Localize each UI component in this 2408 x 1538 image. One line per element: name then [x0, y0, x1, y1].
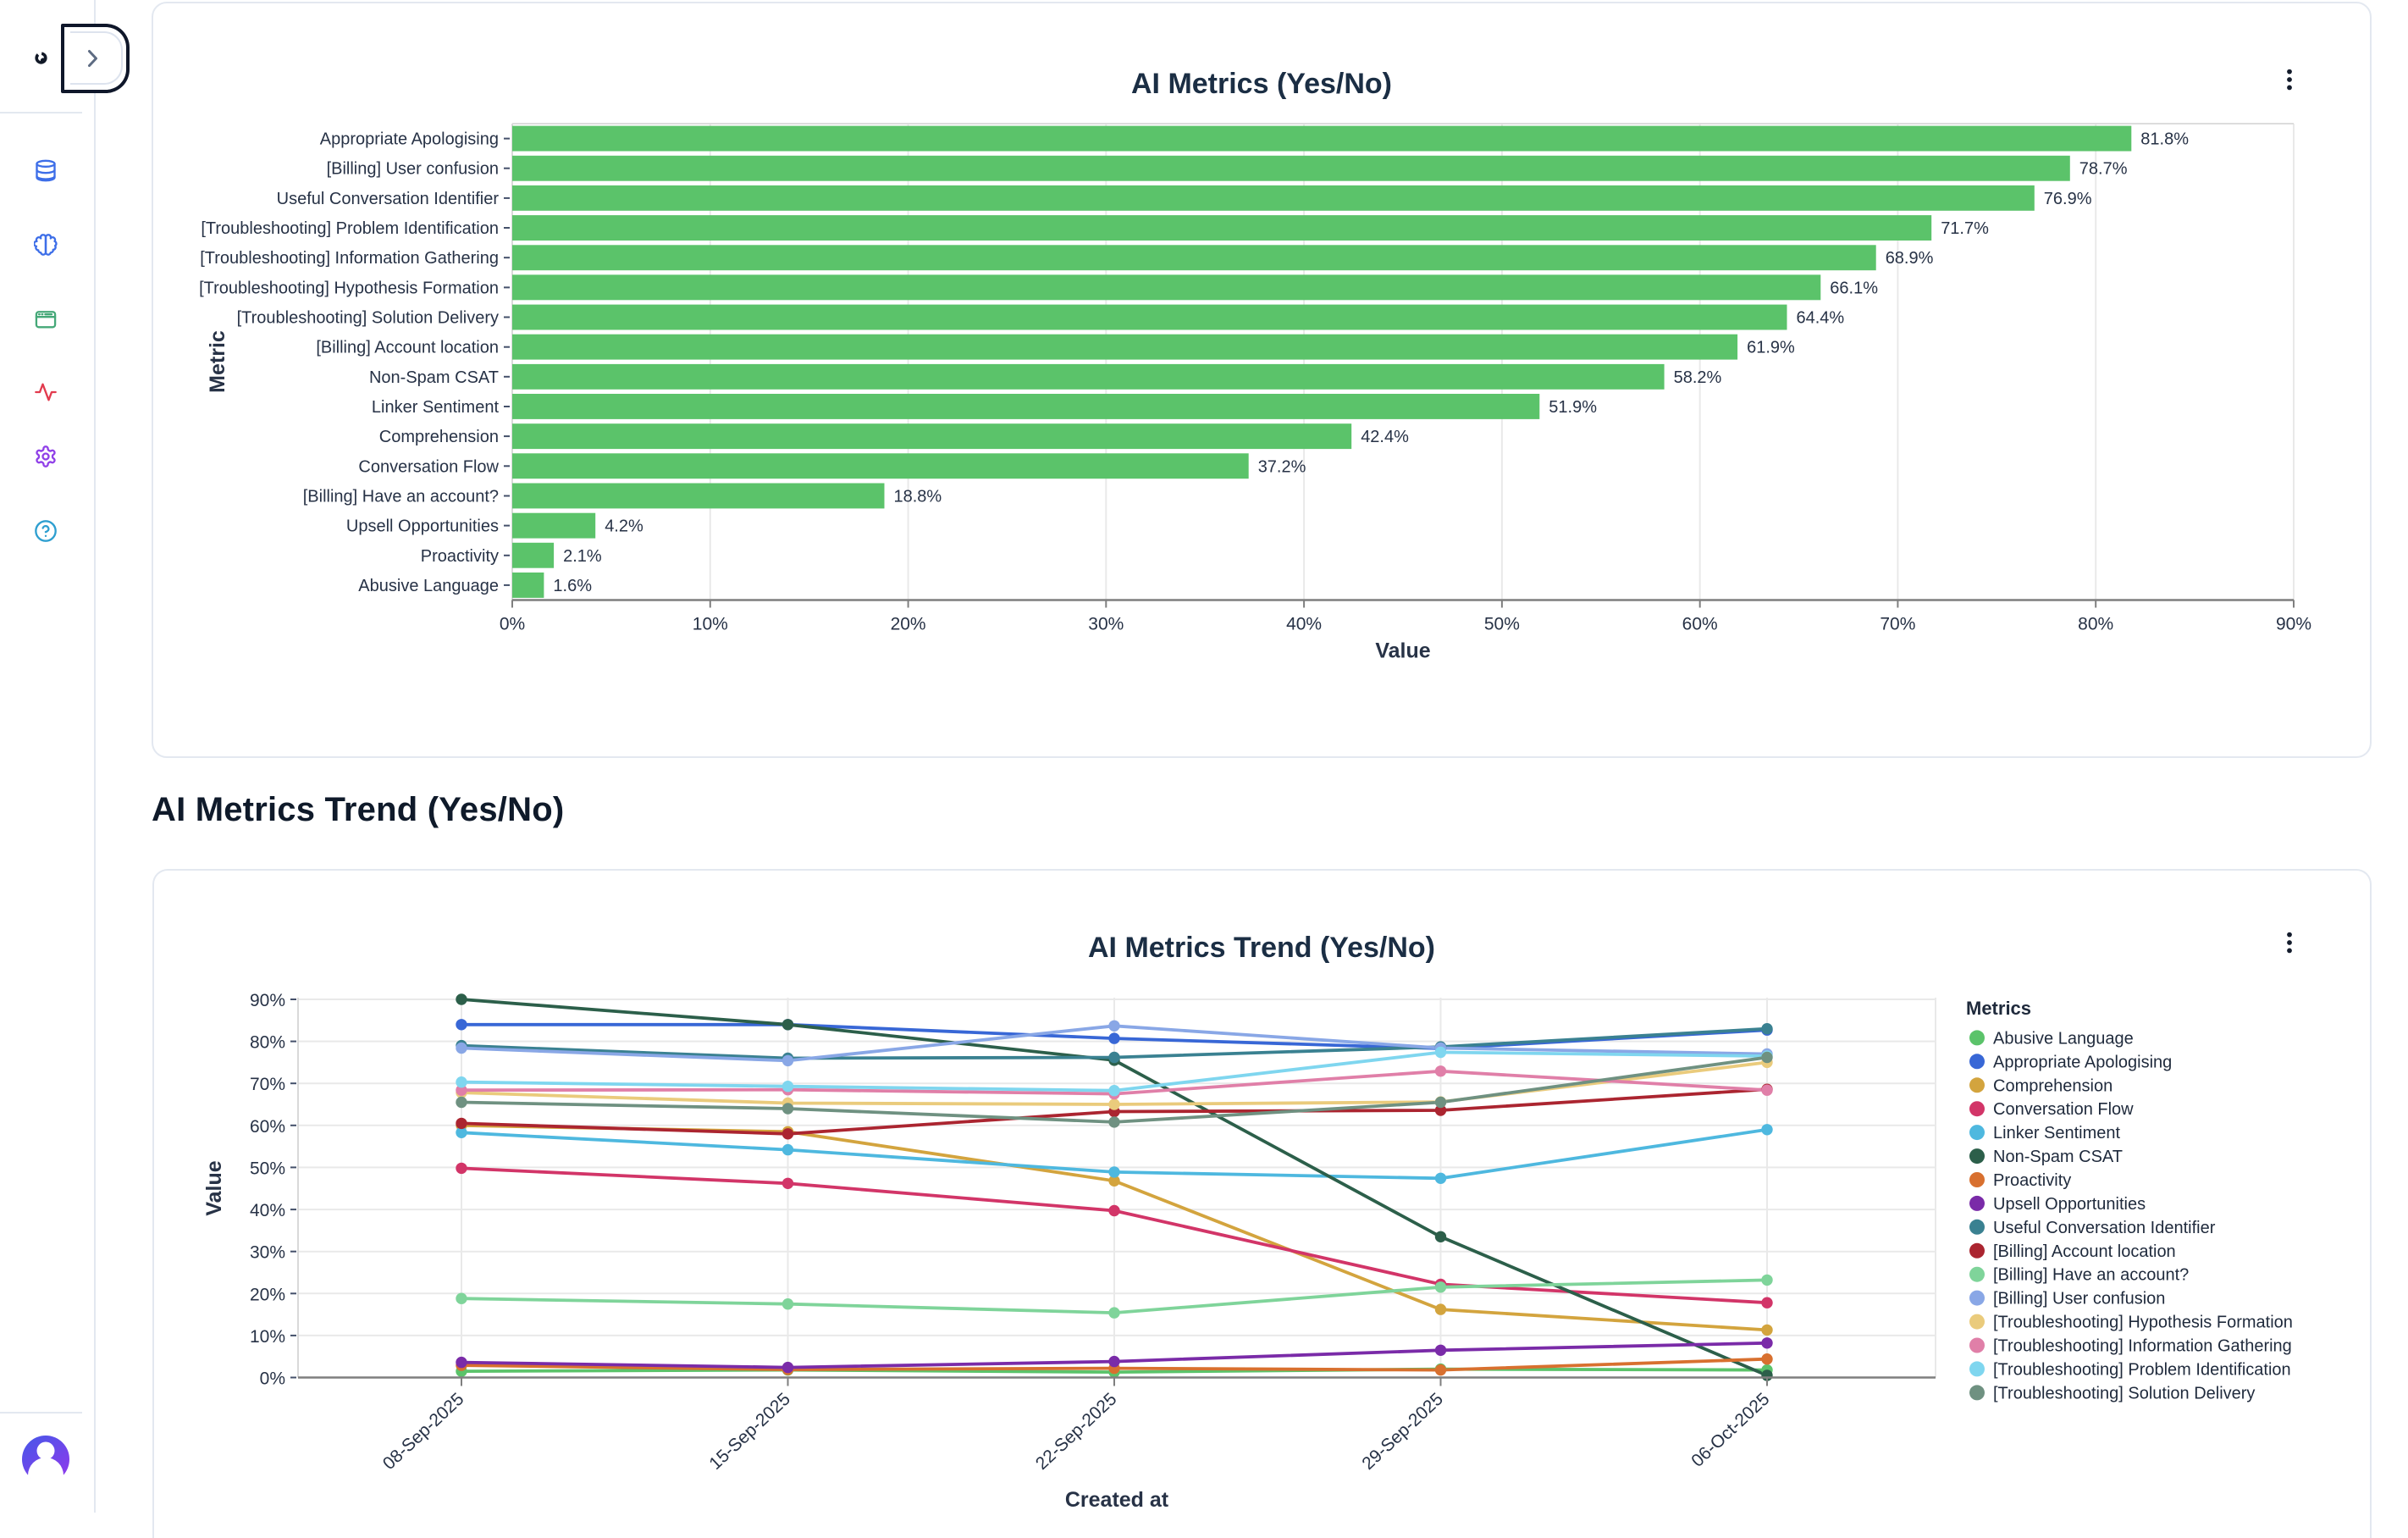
svg-text:AI Metrics Trend (Yes/No): AI Metrics Trend (Yes/No): [1088, 932, 1435, 964]
svg-text:Value: Value: [1375, 639, 1430, 663]
svg-text:70%: 70%: [250, 1075, 285, 1094]
svg-text:Conversation Flow: Conversation Flow: [358, 457, 499, 476]
svg-text:42.4%: 42.4%: [1361, 428, 1409, 446]
svg-text:61.9%: 61.9%: [1747, 339, 1795, 357]
svg-text:Linker Sentiment: Linker Sentiment: [372, 398, 500, 417]
svg-text:50%: 50%: [1484, 615, 1520, 634]
svg-text:Appropriate Apologising: Appropriate Apologising: [320, 130, 499, 149]
svg-text:Non-Spam CSAT: Non-Spam CSAT: [1993, 1148, 2123, 1166]
svg-text:4.2%: 4.2%: [605, 517, 643, 536]
svg-text:50%: 50%: [250, 1159, 285, 1178]
svg-text:Comprehension: Comprehension: [379, 428, 499, 446]
svg-text:18.8%: 18.8%: [894, 488, 942, 506]
svg-text:68.9%: 68.9%: [1886, 249, 1934, 268]
svg-text:30%: 30%: [250, 1243, 285, 1263]
svg-text:66.1%: 66.1%: [1830, 279, 1878, 297]
svg-text:[Troubleshooting] Hypothesis F: [Troubleshooting] Hypothesis Formation: [199, 279, 499, 297]
svg-text:Proactivity: Proactivity: [1993, 1171, 2071, 1190]
svg-text:1.6%: 1.6%: [553, 577, 592, 595]
svg-text:64.4%: 64.4%: [1797, 309, 1845, 328]
svg-text:Appropriate Apologising: Appropriate Apologising: [1993, 1053, 2172, 1071]
svg-text:AI Metrics (Yes/No): AI Metrics (Yes/No): [1131, 68, 1392, 100]
svg-text:[Troubleshooting] Solution Del: [Troubleshooting] Solution Delivery: [237, 309, 499, 328]
svg-text:22-Sep-2025: 22-Sep-2025: [1032, 1389, 1120, 1474]
svg-text:[Troubleshooting] Solution Del: [Troubleshooting] Solution Delivery: [1993, 1384, 2255, 1402]
svg-text:2.1%: 2.1%: [563, 547, 602, 566]
svg-text:06-Oct-2025: 06-Oct-2025: [1687, 1389, 1773, 1470]
svg-text:60%: 60%: [1682, 615, 1718, 634]
svg-text:[Troubleshooting] Information: [Troubleshooting] Information Gathering: [200, 249, 499, 268]
svg-text:51.9%: 51.9%: [1549, 398, 1597, 417]
svg-text:80%: 80%: [250, 1033, 285, 1053]
svg-text:0%: 0%: [500, 615, 525, 634]
svg-text:37.2%: 37.2%: [1258, 457, 1306, 476]
svg-text:0%: 0%: [260, 1369, 285, 1389]
svg-text:81.8%: 81.8%: [2140, 130, 2189, 149]
svg-text:10%: 10%: [693, 615, 728, 634]
svg-text:60%: 60%: [250, 1117, 285, 1137]
svg-text:[Billing] User confusion: [Billing] User confusion: [327, 160, 499, 179]
svg-text:20%: 20%: [250, 1285, 285, 1304]
svg-text:Metrics: Metrics: [1966, 998, 2031, 1019]
svg-text:[Billing] User confusion: [Billing] User confusion: [1993, 1290, 2165, 1308]
svg-text:10%: 10%: [250, 1327, 285, 1347]
svg-text:Upsell Opportunities: Upsell Opportunities: [346, 517, 499, 536]
svg-text:[Troubleshooting] Hypothesis F: [Troubleshooting] Hypothesis Formation: [1993, 1314, 2293, 1332]
svg-text:[Billing] Have an account?: [Billing] Have an account?: [303, 488, 499, 506]
svg-text:78.7%: 78.7%: [2079, 160, 2128, 179]
svg-text:Proactivity: Proactivity: [421, 547, 499, 566]
svg-text:Abusive Language: Abusive Language: [358, 577, 499, 595]
svg-text:40%: 40%: [250, 1201, 285, 1220]
svg-text:[Troubleshooting] Information: [Troubleshooting] Information Gathering: [1993, 1337, 2292, 1356]
svg-text:Metric: Metric: [206, 330, 229, 393]
svg-text:71.7%: 71.7%: [1941, 219, 1989, 238]
svg-text:Value: Value: [202, 1160, 226, 1215]
svg-text:Created at: Created at: [1065, 1488, 1169, 1512]
svg-text:90%: 90%: [2276, 615, 2311, 634]
svg-text:[Billing] Account location: [Billing] Account location: [316, 339, 499, 357]
svg-text:Useful Conversation Identifier: Useful Conversation Identifier: [277, 190, 500, 208]
svg-text:15-Sep-2025: 15-Sep-2025: [705, 1389, 793, 1474]
svg-text:70%: 70%: [1880, 615, 1915, 634]
svg-text:Non-Spam CSAT: Non-Spam CSAT: [369, 368, 499, 387]
svg-text:40%: 40%: [1286, 615, 1322, 634]
svg-text:[Troubleshooting] Problem Iden: [Troubleshooting] Problem Identification: [1993, 1360, 2291, 1379]
svg-text:[Troubleshooting] Problem Iden: [Troubleshooting] Problem Identification: [201, 219, 499, 238]
svg-text:Upsell Opportunities: Upsell Opportunities: [1993, 1195, 2146, 1214]
svg-text:30%: 30%: [1088, 615, 1124, 634]
svg-text:[Billing] Account location: [Billing] Account location: [1993, 1242, 2176, 1261]
svg-text:58.2%: 58.2%: [1674, 368, 1722, 387]
svg-text:[Billing] Have an account?: [Billing] Have an account?: [1993, 1266, 2189, 1285]
svg-text:90%: 90%: [250, 991, 285, 1010]
svg-text:20%: 20%: [891, 615, 926, 634]
svg-text:Comprehension: Comprehension: [1993, 1076, 2113, 1095]
svg-text:08-Sep-2025: 08-Sep-2025: [379, 1389, 467, 1474]
svg-text:Useful Conversation Identifier: Useful Conversation Identifier: [1993, 1219, 2216, 1237]
svg-text:76.9%: 76.9%: [2044, 190, 2092, 208]
svg-text:Linker Sentiment: Linker Sentiment: [1993, 1124, 2121, 1142]
svg-text:Abusive Language: Abusive Language: [1993, 1029, 2134, 1048]
svg-text:80%: 80%: [2078, 615, 2113, 634]
svg-text:29-Sep-2025: 29-Sep-2025: [1358, 1389, 1446, 1474]
svg-text:Conversation Flow: Conversation Flow: [1993, 1100, 2134, 1119]
